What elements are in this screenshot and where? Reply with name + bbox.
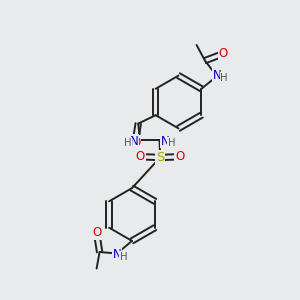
Text: O: O [136,150,145,164]
Text: O: O [131,136,140,149]
Text: N: N [130,134,138,148]
Text: O: O [175,150,184,164]
Text: H: H [220,73,228,83]
Text: N: N [213,69,222,82]
Text: S: S [156,151,164,164]
Text: O: O [218,47,228,61]
Text: H: H [120,251,127,262]
Text: N: N [161,134,170,148]
Text: H: H [168,138,176,148]
Text: O: O [93,226,102,239]
Text: N: N [112,248,122,261]
Text: H: H [124,138,131,148]
